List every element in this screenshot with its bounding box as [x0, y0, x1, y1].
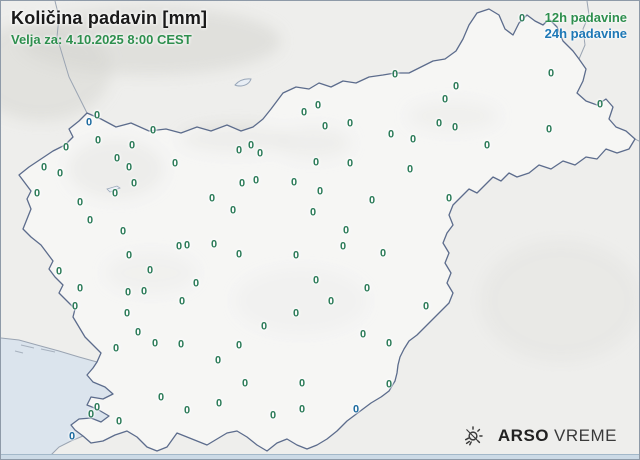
lake-woerthersee	[234, 78, 252, 87]
validity-timestamp: Velja za: 4.10.2025 8:00 CEST	[11, 32, 192, 47]
map-legend: 12h padavine 24h padavine	[545, 10, 627, 42]
hungary-croatia-border	[634, 138, 639, 142]
legend-24h-item[interactable]: 24h padavine	[544, 26, 627, 41]
austria-hungary-border	[578, 1, 590, 60]
arso-vreme-wordmark: ARSO VREME	[498, 426, 617, 446]
sea-polygon	[1, 338, 113, 459]
arso-label: ARSO	[497, 426, 550, 445]
arso-vreme-logo: ARSO VREME	[462, 425, 617, 447]
slovenia-border-path	[18, 8, 636, 452]
italy-coastline	[1, 337, 98, 363]
lagoon-islets	[14, 344, 56, 354]
bottom-frame-strip	[1, 454, 639, 459]
terrain-shading	[1, 7, 639, 361]
page-title: Količina padavin [mm]	[11, 8, 208, 28]
sun-weather-icon	[464, 426, 483, 446]
legend-12h-item[interactable]: 12h padavine	[544, 10, 627, 25]
lake-bohinj	[106, 185, 121, 193]
vreme-label: VREME	[554, 426, 617, 445]
italy-austria-border	[54, 1, 88, 114]
